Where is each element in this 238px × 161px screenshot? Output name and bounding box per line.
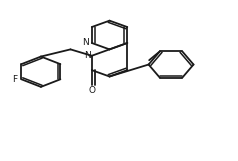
Text: F: F (12, 75, 17, 84)
Text: N: N (82, 38, 89, 47)
Text: O: O (88, 86, 95, 95)
Text: N: N (84, 51, 90, 60)
